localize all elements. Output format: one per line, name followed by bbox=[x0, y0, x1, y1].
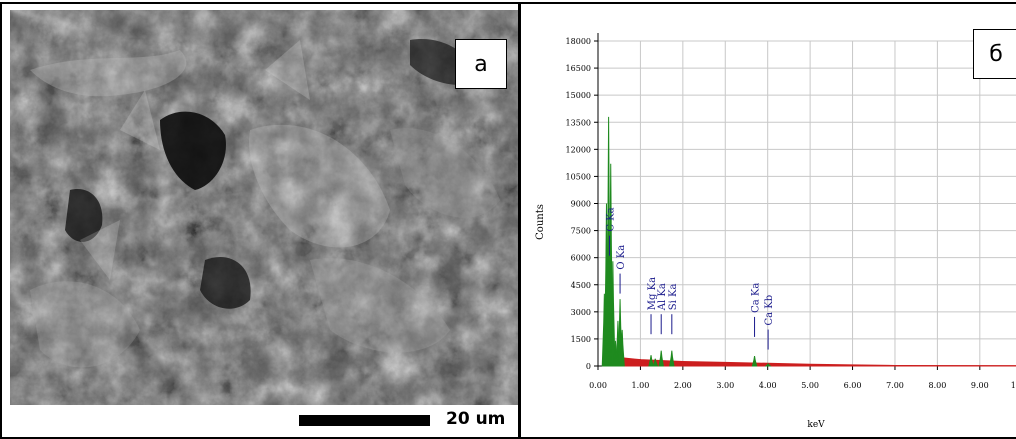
y-tick-label: 3000 bbox=[571, 308, 591, 317]
panel-b-label: б bbox=[973, 29, 1016, 79]
peak bbox=[764, 362, 772, 367]
chart-axes: 0 1500 3000 4500 6000 7500 9000 10500 12000 13500… bbox=[566, 33, 1016, 390]
x-tick-label: 9.00 bbox=[971, 381, 989, 390]
x-tick-label: 2.00 bbox=[674, 381, 692, 390]
panel-a: а 20 um bbox=[0, 2, 520, 439]
sem-texture bbox=[10, 10, 518, 405]
x-tick-label: 3.00 bbox=[716, 381, 734, 390]
x-tick-label: 5.00 bbox=[801, 381, 819, 390]
x-tick-label: 0.00 bbox=[589, 381, 607, 390]
y-tick-label: 9000 bbox=[571, 200, 591, 209]
x-tick-label: 10.00 bbox=[1011, 381, 1016, 390]
y-tick-label: 4500 bbox=[571, 281, 591, 290]
chart-series bbox=[601, 116, 1016, 367]
x-tick-label: 8.00 bbox=[928, 381, 946, 390]
scale-bar bbox=[299, 415, 430, 426]
chart-grid bbox=[597, 40, 1016, 367]
peak bbox=[619, 329, 625, 367]
peak bbox=[658, 350, 664, 367]
x-tick-label: 1.00 bbox=[632, 381, 650, 390]
sem-micrograph bbox=[10, 10, 518, 405]
peak-label: C Ka bbox=[605, 207, 616, 231]
peak-label: Ca Kb bbox=[764, 295, 775, 326]
y-tick-label: 10500 bbox=[566, 172, 591, 181]
peak bbox=[669, 350, 675, 367]
y-tick-label: 16500 bbox=[566, 64, 591, 73]
chart-annotations: C Ka O Ka Mg Ka Al Ka Si Ka Ca Ka Ca Kb bbox=[605, 207, 775, 350]
y-tick-label: 6000 bbox=[571, 254, 591, 263]
panel-a-label: а bbox=[455, 39, 507, 89]
peak-label: Al Ka bbox=[657, 283, 668, 311]
y-tick-label: 0 bbox=[586, 362, 591, 371]
peak-label: Si Ka bbox=[668, 284, 679, 311]
y-tick-label: 12000 bbox=[566, 145, 591, 154]
y-tick-label: 15000 bbox=[566, 91, 591, 100]
y-tick-label: 18000 bbox=[566, 37, 591, 46]
peak-label: Mg Ka bbox=[647, 277, 658, 310]
eds-spectrum-chart: 0 1500 3000 4500 6000 7500 9000 10500 12000 13500… bbox=[535, 33, 1016, 430]
y-tick-label: 7500 bbox=[571, 227, 591, 236]
peak bbox=[751, 355, 758, 367]
peak-label: Ca Ka bbox=[751, 283, 762, 313]
y-tick-label: 1500 bbox=[571, 335, 591, 344]
scale-bar-label: 20 um bbox=[446, 409, 506, 429]
panel-b: 0 1500 3000 4500 6000 7500 9000 10500 12000 13500… bbox=[519, 2, 1016, 439]
x-tick-label: 4.00 bbox=[759, 381, 777, 390]
peak-label: O Ka bbox=[616, 245, 627, 270]
y-tick-label: 13500 bbox=[566, 118, 591, 127]
x-tick-label: 6.00 bbox=[844, 381, 862, 390]
peak bbox=[652, 358, 659, 367]
peak bbox=[648, 355, 654, 367]
x-tick-label: 7.00 bbox=[886, 381, 904, 390]
y-axis-label: Counts bbox=[535, 204, 546, 240]
x-axis-label: keV bbox=[807, 420, 825, 430]
